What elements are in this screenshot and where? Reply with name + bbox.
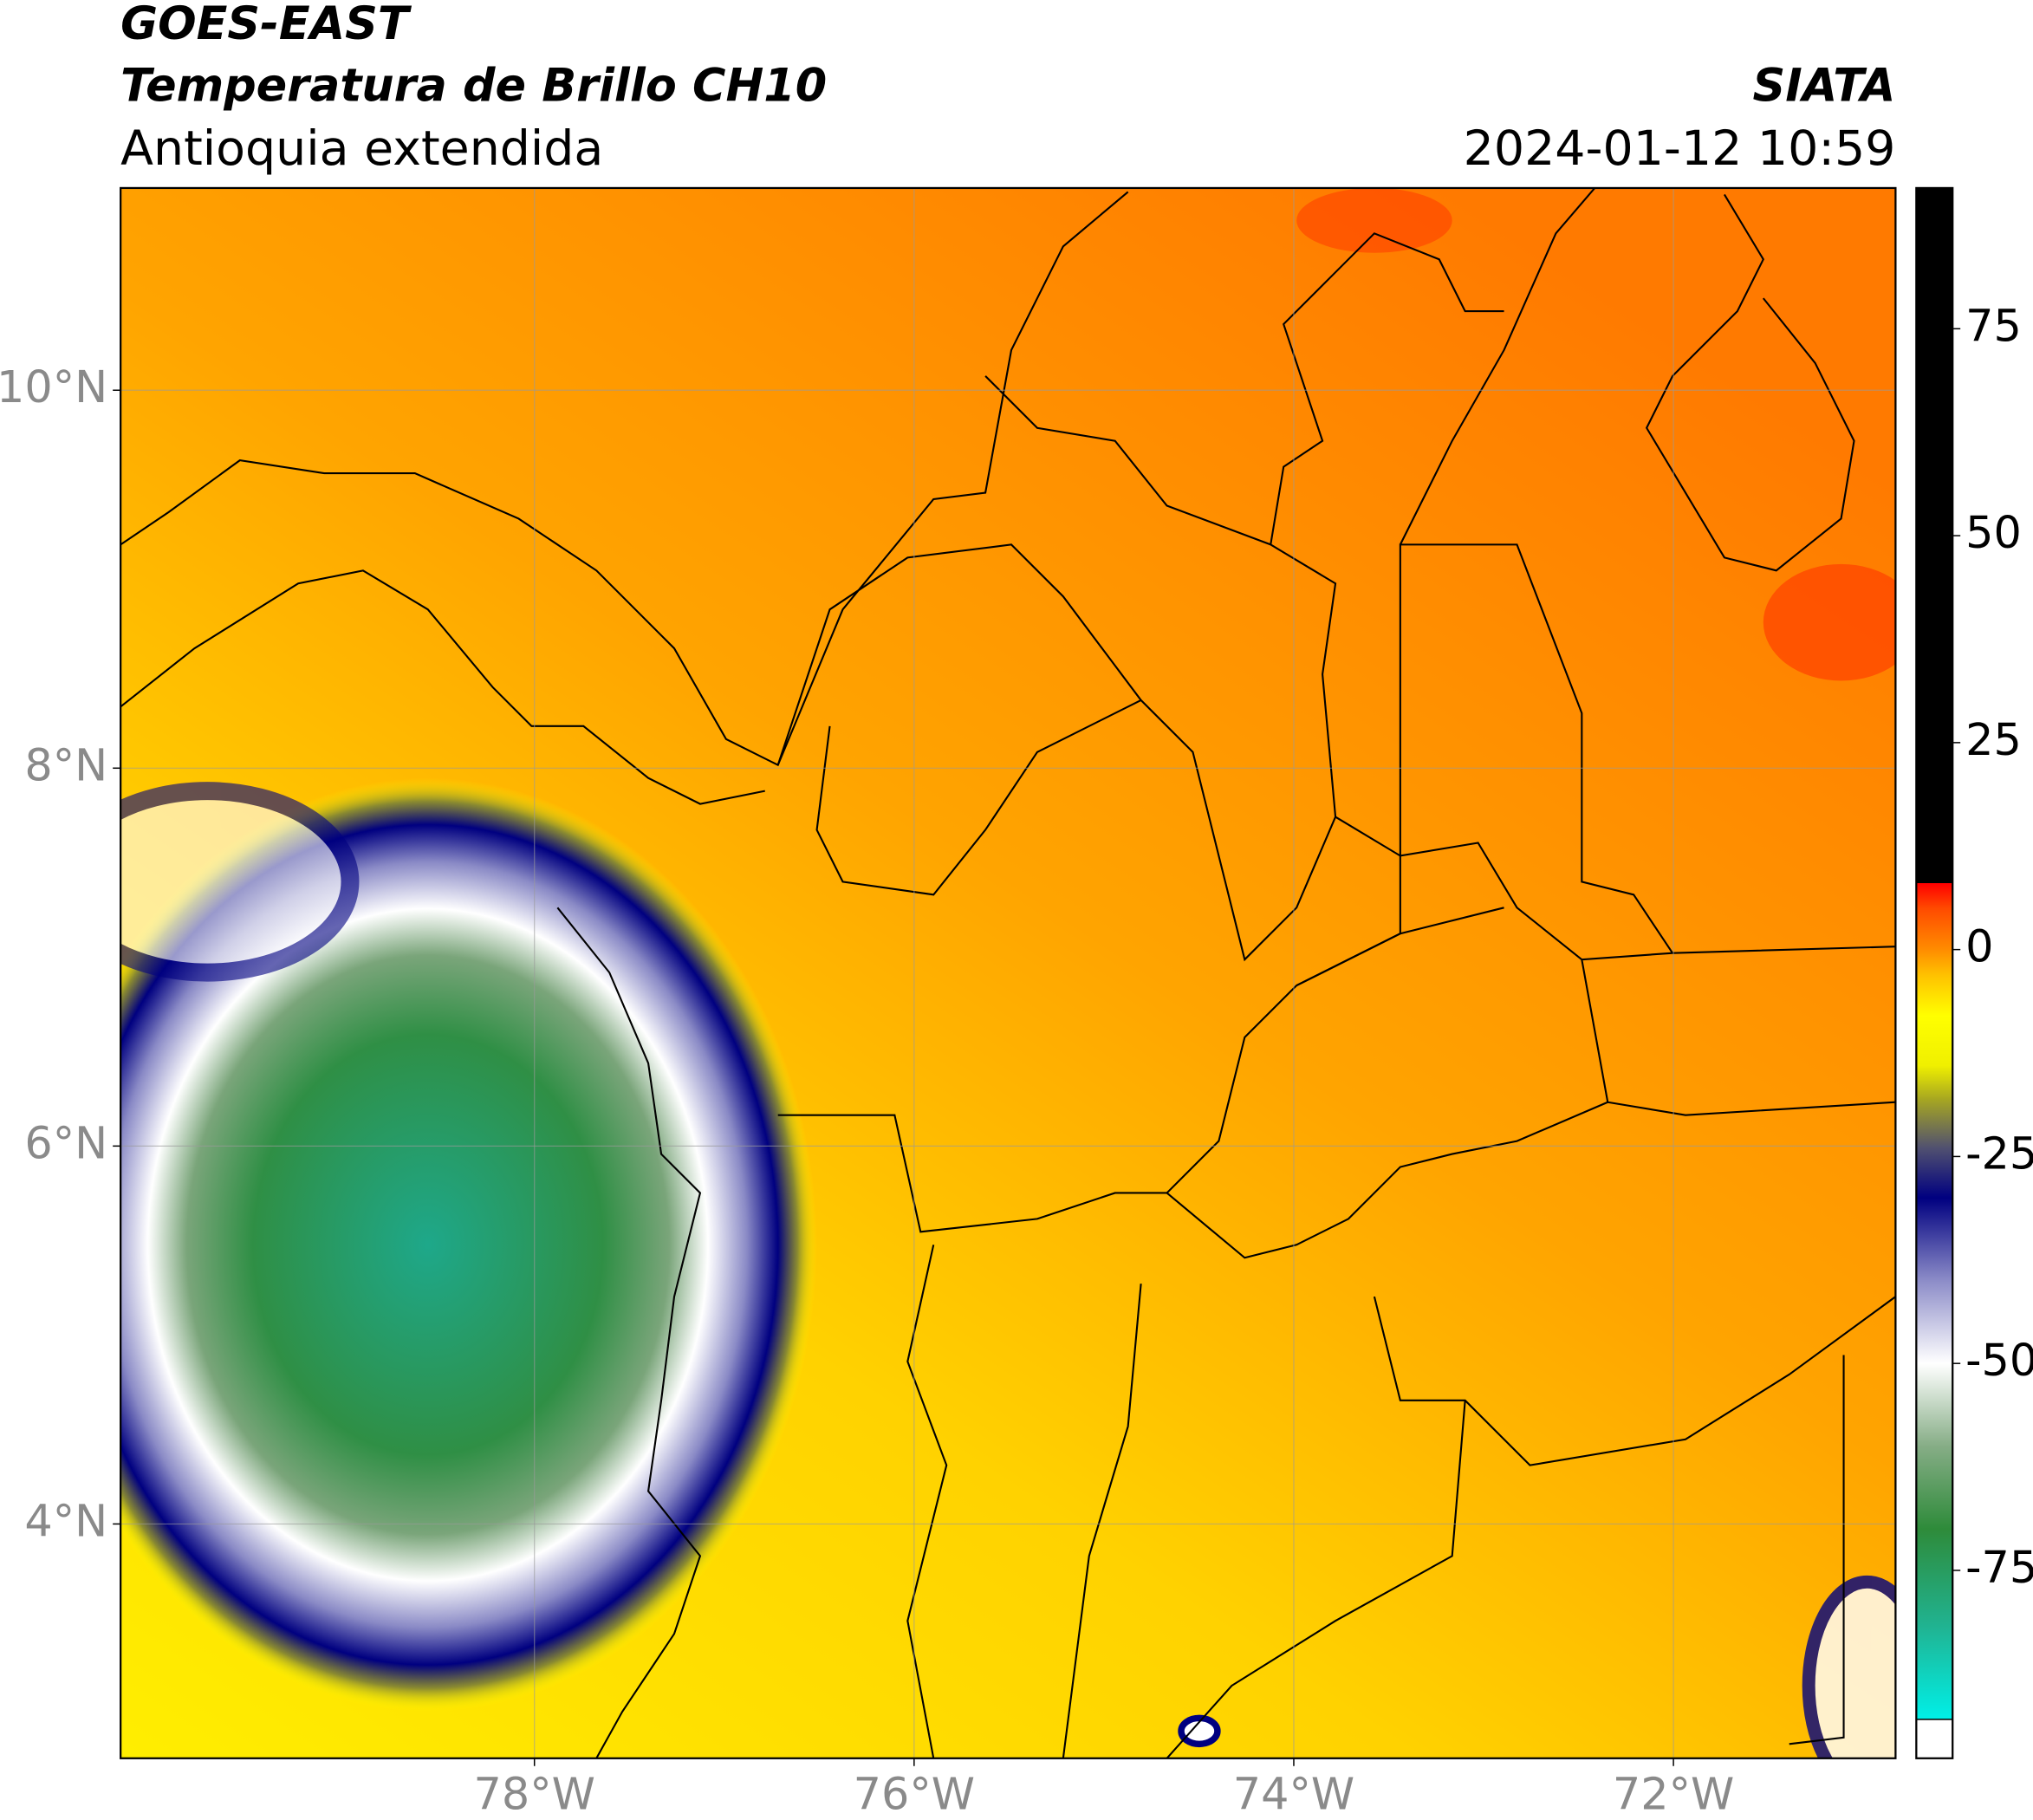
colorbar-tick-label: 75 [1965,300,2022,351]
y-tick-label: 6°N [24,1117,107,1168]
cloud-cell [1802,1575,1896,1758]
y-tick-label: 10°N [0,361,107,413]
colorbar-tick-label: -50 [1965,1335,2033,1386]
x-tick-label: 78°W [473,1769,594,1820]
colorbar-tick-label: -75 [1965,1542,2033,1593]
admin-border [1270,187,1673,987]
y-tick-label: 8°N [24,739,107,790]
source-label: SIATA [1753,60,1896,113]
colorbar-frame [1915,186,1954,1759]
region-subtitle: Antioquia extendida [120,121,603,177]
y-tick-label: 4°N [24,1495,107,1546]
grid-layer [120,187,1896,1758]
x-tick-label: 72°W [1613,1769,1734,1820]
datetime-label: 2024-01-12 10:59 [1464,121,1896,177]
x-tick-label: 76°W [854,1769,975,1820]
colorbar-under [1915,1719,1953,1759]
colorbar [1916,187,1953,1719]
admin-border [777,907,1896,1758]
warm-patch [1763,563,1896,681]
product-title: Temperatura de Brillo CH10 [120,60,827,113]
x-tick-label: 74°W [1233,1769,1354,1820]
cloud-cluster [120,777,817,1712]
admin-border [776,375,1896,1116]
coastline [120,191,1129,805]
warm-patch [1296,187,1452,253]
map-frame [120,186,1897,1759]
satellite-title: GOES-EAST [120,0,412,50]
colorbar-tick-label: 50 [1965,507,2022,558]
map-image [120,187,1896,1758]
colorbar-tick-label: 0 [1965,921,1993,972]
cloud-cell [1178,1714,1221,1748]
colorbar-tick-label: 25 [1965,714,2022,765]
cloud-cell [120,782,360,982]
colorbar-tick-label: -25 [1965,1128,2033,1179]
coastline [1645,193,1855,572]
coastline [556,907,702,1758]
